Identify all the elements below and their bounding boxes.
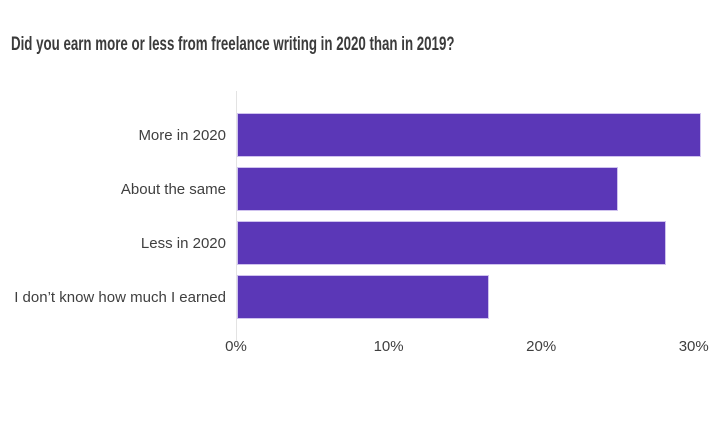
x-tick-label: 0% (225, 338, 247, 355)
chart-title: Did you earn more or less from freelance… (11, 34, 455, 55)
y-axis-line (236, 91, 237, 341)
category-label: I don’t know how much I earned (14, 288, 226, 306)
category-label: Less in 2020 (140, 234, 226, 252)
category-label: About the same (120, 180, 226, 198)
x-tick-label: 20% (526, 338, 557, 355)
bar (237, 113, 701, 157)
bar (237, 275, 489, 319)
x-tick-label: 10% (373, 338, 404, 355)
category-label: More in 2020 (138, 126, 226, 144)
bar (237, 221, 666, 265)
x-tick-label: 30% (678, 338, 709, 355)
bar (237, 167, 619, 211)
